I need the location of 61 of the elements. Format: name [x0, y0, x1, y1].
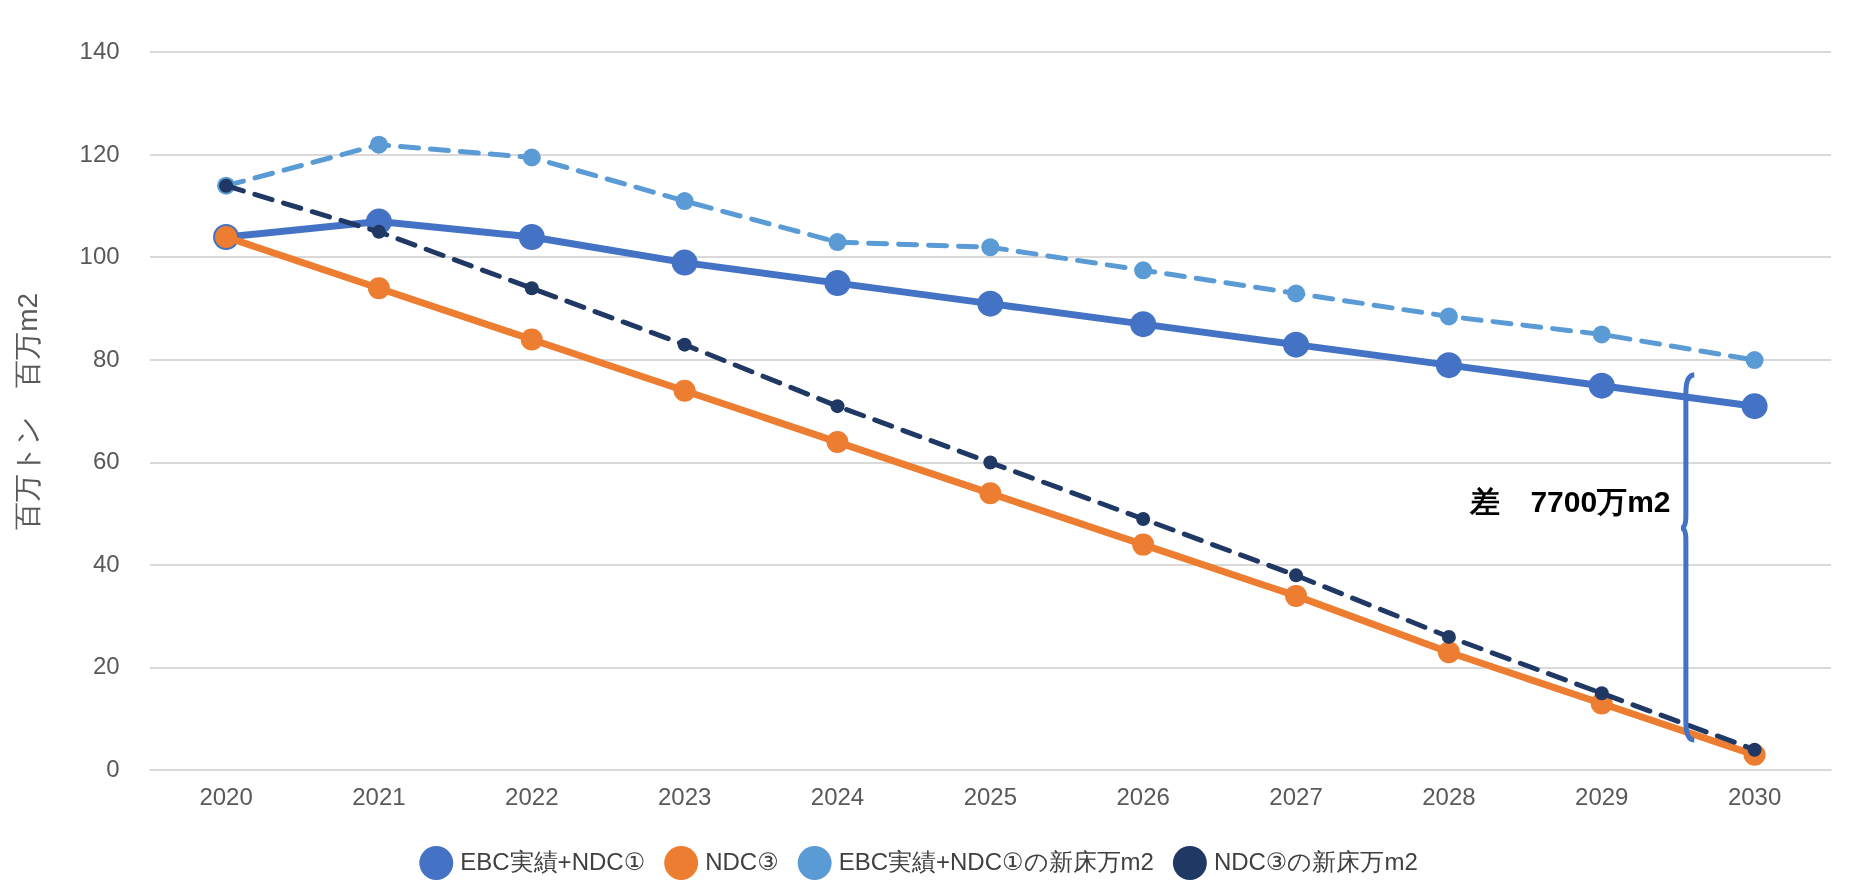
y-tick-label: 140	[79, 37, 120, 65]
point	[1741, 393, 1768, 420]
point	[826, 431, 849, 454]
y-tick-label: 80	[92, 344, 120, 372]
point	[675, 192, 694, 211]
point	[1588, 372, 1615, 399]
point	[673, 379, 696, 402]
point	[830, 399, 845, 414]
annotation: 差 7700万m2	[1469, 484, 1671, 518]
point	[367, 277, 390, 300]
point	[369, 135, 388, 154]
point	[1435, 352, 1462, 379]
y-tick-label: 40	[92, 549, 120, 577]
point	[1441, 629, 1456, 644]
x-tick-label: 2021	[352, 783, 406, 811]
point	[524, 281, 539, 296]
x-tick-label: 2028	[1422, 783, 1476, 811]
y-tick-label: 100	[79, 242, 120, 270]
x-tick-label: 2029	[1575, 783, 1629, 811]
point	[983, 455, 998, 470]
point	[1134, 261, 1153, 280]
x-tick-label: 2024	[810, 783, 865, 811]
point	[522, 148, 541, 167]
x-tick-label: 2027	[1269, 783, 1323, 811]
point	[979, 482, 1002, 505]
legend-label: NDC③の新床万m2	[1213, 847, 1418, 875]
point	[677, 337, 692, 352]
point	[1439, 307, 1458, 326]
y-axis-title: 百万トン 百万m2	[11, 292, 43, 530]
x-tick-label: 2023	[657, 783, 712, 811]
point	[371, 224, 386, 239]
point	[1283, 331, 1310, 358]
x-tick-label: 2020	[199, 783, 253, 811]
point	[824, 270, 851, 297]
point	[1136, 511, 1151, 526]
x-tick-label: 2025	[963, 783, 1018, 811]
x-tick-label: 2030	[1727, 783, 1782, 811]
point	[671, 249, 698, 276]
legend-label: EBC実績+NDC①の新床万m2	[838, 847, 1154, 875]
point	[1285, 584, 1308, 607]
point	[981, 238, 1000, 257]
point	[1594, 686, 1609, 701]
point	[1437, 641, 1460, 664]
point	[1289, 568, 1304, 583]
y-tick-label: 60	[92, 447, 120, 475]
legend-label: EBC実績+NDC①	[460, 847, 646, 875]
point	[520, 328, 543, 351]
x-tick-label: 2022	[505, 783, 559, 811]
point	[977, 290, 1004, 317]
point	[1130, 311, 1157, 338]
point	[1745, 351, 1764, 370]
y-tick-label: 20	[92, 652, 120, 680]
point	[1287, 284, 1306, 303]
y-tick-label: 120	[79, 139, 120, 167]
legend-label: NDC③	[705, 847, 779, 875]
x-tick-label: 2026	[1116, 783, 1170, 811]
point	[1592, 325, 1611, 344]
y-tick-label: 0	[106, 754, 120, 782]
point	[1132, 533, 1155, 556]
point	[828, 233, 847, 252]
point	[518, 223, 545, 250]
